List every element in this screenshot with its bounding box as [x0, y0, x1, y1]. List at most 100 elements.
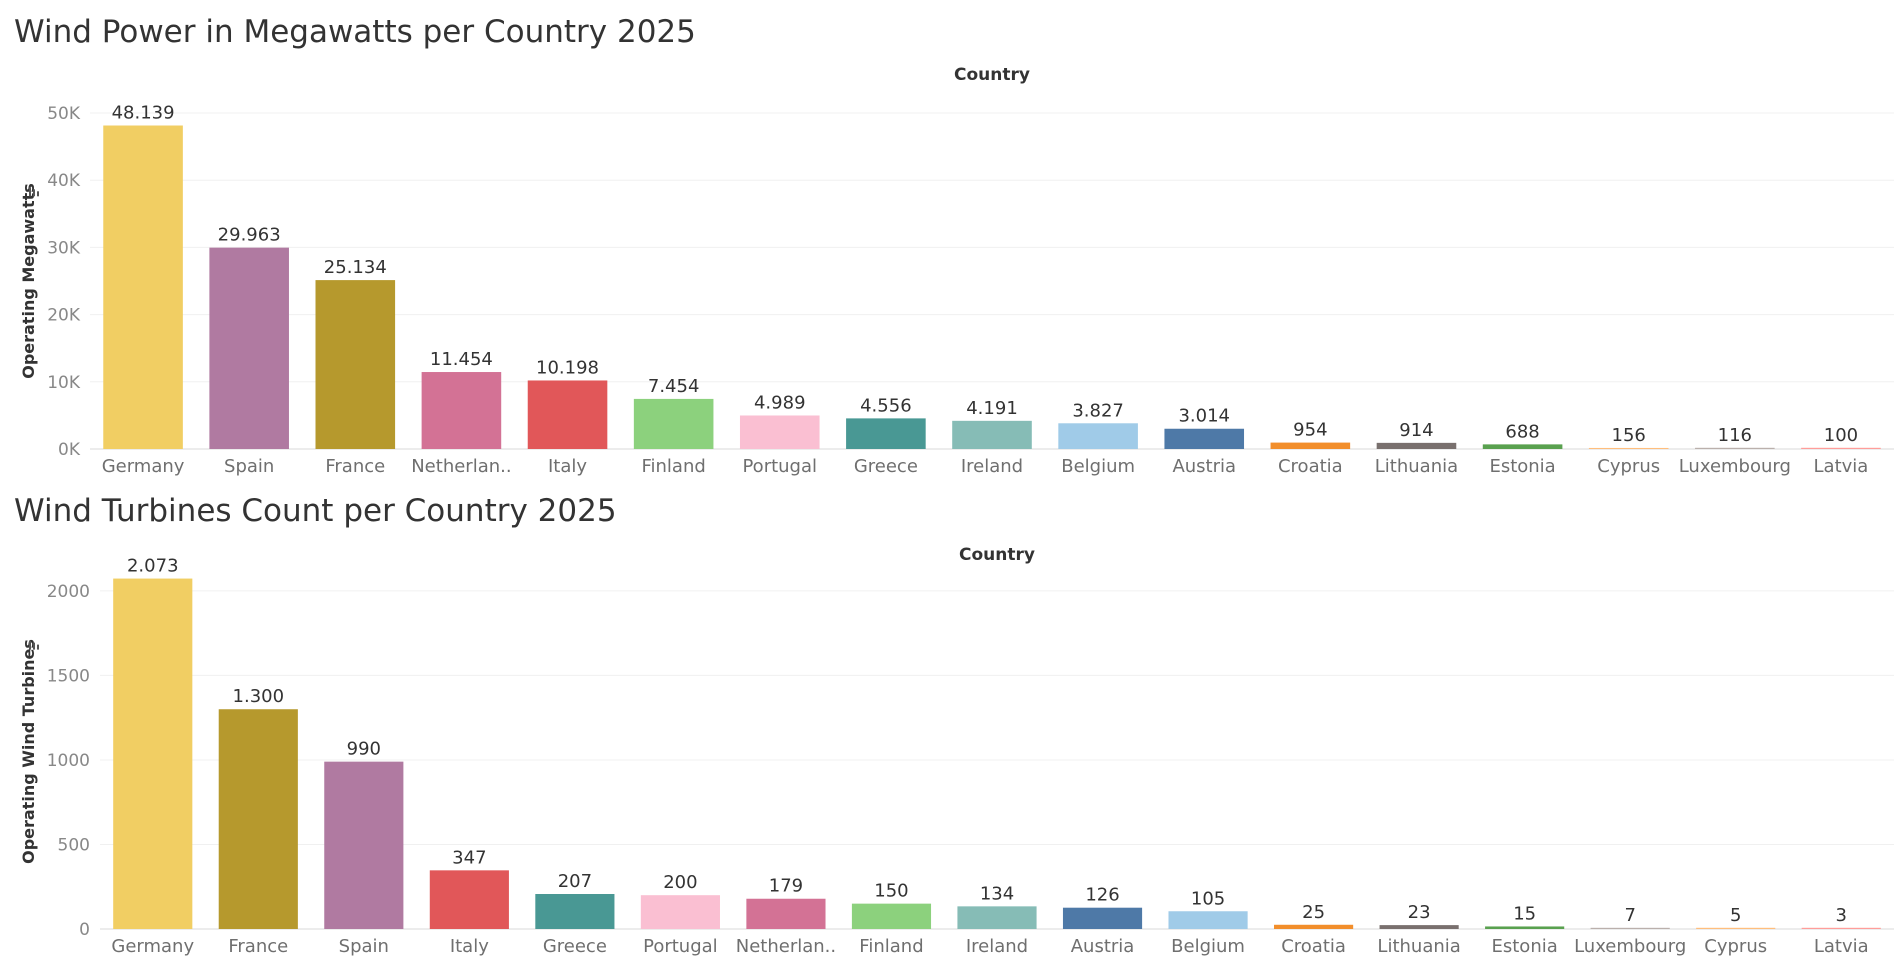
wind-turbines-bar-chart: 0 500 1000 1500 2000 Country Operating Wind Tu… — [19, 545, 1894, 957]
category-label-greece: Greece — [854, 456, 918, 477]
category-label-ireland: Ireland — [961, 456, 1023, 477]
category-label-latvia: Latvia — [1814, 936, 1869, 957]
y-tick-label: 1500 — [47, 666, 90, 686]
bar-finland[interactable] — [851, 903, 932, 929]
category-label-germany: Germany — [111, 936, 194, 957]
data-label-germany: 2.073 — [127, 556, 179, 577]
bar-greece[interactable] — [846, 418, 926, 449]
bar-germany[interactable] — [113, 578, 193, 929]
data-label-spain: 29.963 — [218, 225, 281, 246]
bar-estonia[interactable] — [1482, 444, 1563, 449]
y-tick-label: 30K — [47, 238, 81, 258]
bar-belgium[interactable] — [1058, 423, 1138, 449]
chart-title-wind-power: Wind Power in Megawatts per Country 2025 — [14, 14, 696, 50]
sort-bar-long — [29, 640, 31, 650]
category-label-lithuania: Lithuania — [1375, 456, 1458, 477]
category-label-netherlan: Netherlan.. — [411, 456, 511, 477]
data-label-ireland: 134 — [980, 883, 1014, 904]
category-label-croatia: Croatia — [1281, 936, 1346, 957]
bar-portugal[interactable] — [640, 895, 720, 929]
bar-italy[interactable] — [429, 870, 509, 929]
category-label-france: France — [325, 456, 385, 477]
bar-belgium[interactable] — [1168, 911, 1248, 929]
bar-netherlan[interactable] — [421, 372, 502, 449]
category-label-austria: Austria — [1071, 936, 1135, 957]
category-label-france: France — [228, 936, 288, 957]
bar-latvia[interactable] — [1801, 927, 1881, 929]
bar-estonia[interactable] — [1485, 926, 1565, 929]
category-label-croatia: Croatia — [1278, 456, 1343, 477]
data-label-croatia: 25 — [1302, 902, 1325, 923]
data-label-germany: 48.139 — [112, 103, 175, 124]
bar-croatia[interactable] — [1270, 442, 1351, 449]
category-label-luxembourg: Luxembourg — [1679, 456, 1791, 477]
bar-ireland[interactable] — [957, 906, 1037, 929]
category-label-ireland: Ireland — [966, 936, 1028, 957]
category-label-lithuania: Lithuania — [1377, 936, 1460, 957]
data-label-italy: 347 — [452, 847, 486, 868]
bar-cyprus[interactable] — [1696, 927, 1776, 929]
bar-netherlan[interactable] — [746, 898, 826, 929]
category-label-austria: Austria — [1172, 456, 1236, 477]
bar-ireland[interactable] — [952, 420, 1032, 449]
wind-power-bar-chart: 0K 10K 20K 30K 40K 50K Country Operating Megawa… — [19, 65, 1894, 477]
data-label-greece: 207 — [558, 871, 592, 892]
data-label-finland: 7.454 — [648, 376, 700, 397]
bar-portugal[interactable] — [739, 415, 820, 449]
bar-finland[interactable] — [633, 398, 714, 449]
data-label-cyprus: 5 — [1730, 905, 1741, 926]
sort-bar-mid — [33, 189, 35, 197]
y-axis-title: Operating Megawatts — [19, 183, 38, 379]
category-label-portugal: Portugal — [643, 936, 718, 957]
bar-germany[interactable] — [103, 125, 183, 449]
category-label-portugal: Portugal — [742, 456, 817, 477]
bar-spain[interactable] — [324, 761, 404, 929]
bar-croatia[interactable] — [1274, 924, 1354, 929]
category-label-finland: Finland — [859, 936, 923, 957]
y-tick-label: 40K — [47, 171, 81, 191]
category-label-netherlan: Netherlan.. — [736, 936, 836, 957]
data-label-estonia: 688 — [1505, 421, 1539, 442]
bar-lithuania[interactable] — [1379, 925, 1459, 929]
category-label-belgium: Belgium — [1061, 456, 1135, 477]
y-tick-label: 1000 — [47, 751, 90, 771]
data-label-austria: 3.014 — [1178, 406, 1230, 427]
data-label-lithuania: 23 — [1408, 902, 1431, 923]
category-label-italy: Italy — [450, 936, 489, 957]
bar-luxembourg[interactable] — [1590, 927, 1670, 929]
data-label-lithuania: 914 — [1399, 420, 1433, 441]
category-label-finland: Finland — [641, 456, 705, 477]
data-label-latvia: 3 — [1836, 905, 1847, 926]
bar-italy[interactable] — [527, 380, 608, 449]
bar-france[interactable] — [315, 280, 396, 449]
data-label-portugal: 4.989 — [754, 392, 806, 413]
data-label-croatia: 954 — [1293, 420, 1327, 441]
bar-luxembourg[interactable] — [1695, 447, 1775, 449]
bar-spain[interactable] — [209, 247, 289, 449]
sort-descending-icon[interactable] — [29, 187, 39, 197]
data-label-estonia: 15 — [1513, 903, 1536, 924]
sort-bar-mid — [33, 642, 35, 650]
bar-lithuania[interactable] — [1376, 442, 1457, 449]
data-label-latvia: 100 — [1824, 425, 1858, 446]
column-header: Country — [954, 65, 1030, 85]
category-label-estonia: Estonia — [1489, 456, 1555, 477]
sort-descending-icon[interactable] — [29, 640, 39, 650]
data-label-portugal: 200 — [663, 872, 697, 893]
bar-cyprus[interactable] — [1588, 447, 1669, 449]
y-tick-label: 500 — [58, 835, 90, 855]
column-header: Country — [959, 545, 1035, 565]
category-label-spain: Spain — [339, 936, 389, 957]
category-label-italy: Italy — [548, 456, 587, 477]
data-label-greece: 4.556 — [860, 395, 912, 416]
y-axis-title: Operating Wind Turbines — [19, 639, 38, 864]
bar-france[interactable] — [218, 709, 298, 929]
bar-greece[interactable] — [535, 894, 615, 929]
data-label-finland: 150 — [874, 881, 908, 902]
bar-austria[interactable] — [1062, 907, 1143, 929]
bar-austria[interactable] — [1164, 428, 1245, 449]
data-label-belgium: 3.827 — [1072, 400, 1124, 421]
data-label-netherlan: 11.454 — [430, 349, 493, 370]
bar-latvia[interactable] — [1801, 447, 1881, 449]
data-label-ireland: 4.191 — [966, 398, 1018, 419]
